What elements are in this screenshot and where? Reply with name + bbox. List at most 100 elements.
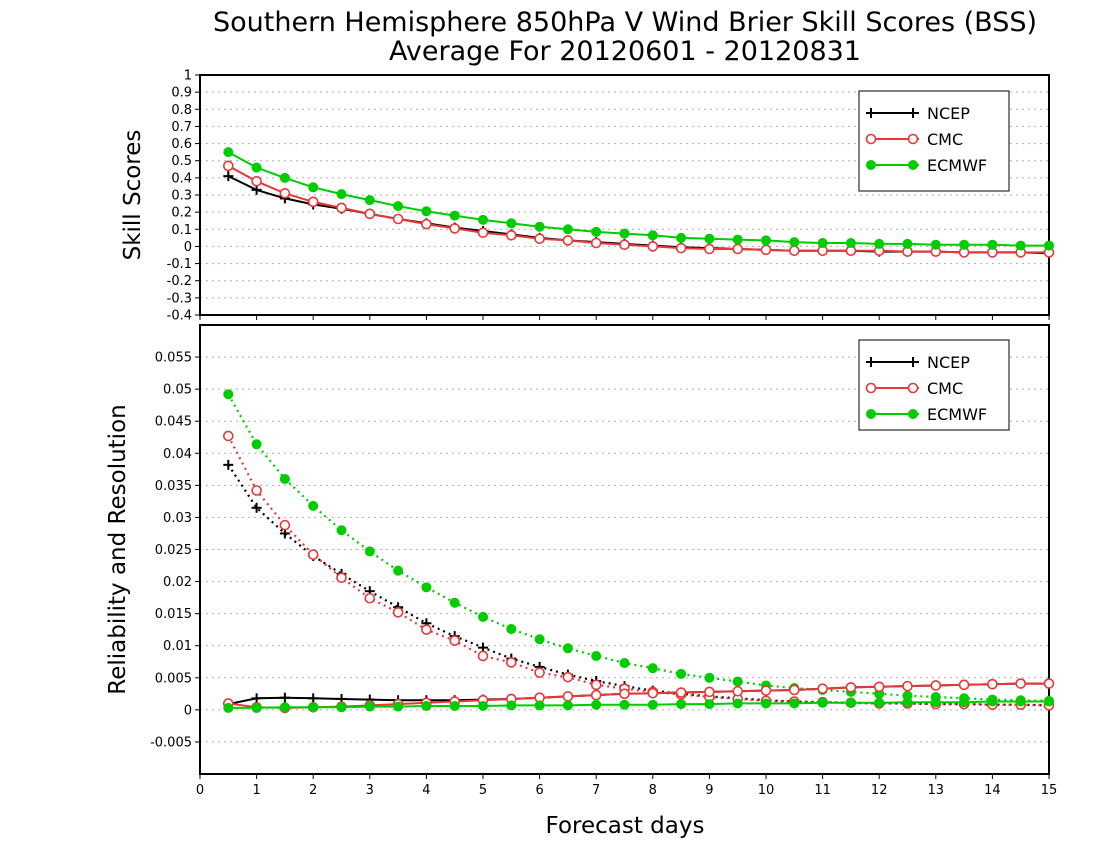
data-point-cmc bbox=[505, 229, 517, 241]
plot-frame bbox=[199, 324, 1050, 775]
data-point-ecmwf bbox=[845, 238, 856, 248]
data-point-ecmwf bbox=[308, 182, 319, 193]
data-point-cmc bbox=[336, 202, 347, 214]
y-tick-label: 0.04 bbox=[163, 447, 192, 462]
data-point-ecmwf bbox=[478, 214, 488, 225]
x-tick-label: 12 bbox=[871, 783, 888, 798]
data-point-ecmwf bbox=[449, 210, 460, 221]
legend-marker bbox=[866, 160, 876, 170]
data-point-cmc bbox=[760, 685, 772, 696]
y-axis-label: Skill Scores bbox=[120, 130, 146, 261]
data-point-ecmwf bbox=[562, 224, 573, 235]
data-point-cmc bbox=[1043, 678, 1055, 689]
x-tick-label: 5 bbox=[479, 783, 487, 798]
data-point-cmc bbox=[590, 689, 602, 701]
legend-entry: ECMWF bbox=[927, 405, 987, 424]
data-point-ecmwf bbox=[647, 663, 658, 674]
data-point-ecmwf bbox=[223, 389, 234, 400]
y-tick-label: -0.4 bbox=[167, 309, 192, 324]
data-point-ecmwf bbox=[308, 500, 319, 511]
data-point-ecmwf bbox=[761, 698, 771, 709]
legend-marker bbox=[865, 133, 877, 145]
data-point-ecmwf bbox=[704, 233, 715, 244]
y-tick-label: 0.7 bbox=[171, 120, 192, 135]
y-tick-label: 0.3 bbox=[171, 189, 192, 204]
data-point-ecmwf bbox=[704, 699, 715, 710]
data-point-ecmwf bbox=[817, 238, 828, 248]
data-point-ecmwf bbox=[676, 668, 687, 679]
data-point-cmc bbox=[845, 682, 857, 693]
data-point-ecmwf bbox=[279, 473, 290, 484]
x-tick-label: 15 bbox=[1041, 783, 1058, 798]
data-point-ecmwf bbox=[789, 698, 800, 709]
data-point-ecmwf bbox=[562, 643, 573, 654]
data-point-cmc bbox=[421, 218, 432, 230]
x-tick-label: 8 bbox=[649, 783, 657, 798]
data-point-ecmwf bbox=[393, 201, 404, 212]
y-tick-label: -0.005 bbox=[150, 735, 192, 750]
y-tick-label: 0.01 bbox=[163, 639, 192, 654]
data-point-cmc bbox=[704, 243, 715, 255]
data-point-cmc bbox=[562, 235, 574, 246]
data-point-cmc bbox=[534, 667, 545, 678]
data-point-cmc bbox=[1015, 678, 1027, 689]
data-point-cmc bbox=[590, 237, 602, 249]
data-point-cmc bbox=[279, 519, 291, 531]
data-point-ecmwf bbox=[874, 697, 885, 708]
data-point-cmc bbox=[788, 684, 800, 696]
data-point-ecmwf bbox=[704, 672, 715, 683]
data-point-ecmwf bbox=[902, 697, 913, 708]
legend-entry: CMC bbox=[927, 379, 963, 398]
data-point-ecmwf bbox=[647, 699, 658, 710]
chart-subtitle: Average For 20120601 - 20120831 bbox=[389, 36, 861, 67]
data-point-ecmwf bbox=[1044, 240, 1054, 251]
data-point-ecmwf bbox=[478, 701, 488, 712]
data-point-cmc bbox=[732, 685, 744, 697]
data-point-ecmwf bbox=[336, 189, 347, 200]
plot-frame bbox=[199, 74, 1050, 316]
x-tick-label: 11 bbox=[814, 783, 831, 798]
y-tick-label: 1 bbox=[184, 69, 192, 84]
data-point-ecmwf bbox=[279, 702, 290, 713]
x-tick-label: 10 bbox=[758, 783, 775, 798]
legend-marker bbox=[908, 160, 918, 170]
data-point-cmc bbox=[449, 223, 461, 234]
legend-marker bbox=[907, 382, 919, 394]
data-point-ncep bbox=[251, 502, 262, 513]
data-point-ecmwf bbox=[1015, 240, 1026, 251]
data-point-cmc bbox=[760, 244, 772, 256]
data-point-ecmwf bbox=[449, 701, 460, 712]
y-tick-label: 0.8 bbox=[171, 103, 192, 118]
data-point-ecmwf bbox=[619, 658, 630, 669]
x-axis-label: Forecast days bbox=[546, 813, 705, 839]
data-point-cmc bbox=[449, 635, 461, 646]
data-point-ecmwf bbox=[987, 239, 998, 250]
data-point-ecmwf bbox=[732, 698, 743, 709]
data-point-cmc bbox=[958, 679, 970, 691]
data-point-cmc bbox=[987, 678, 998, 690]
x-tick-label: 3 bbox=[366, 783, 374, 798]
series-line-ncep-resolution bbox=[227, 464, 1050, 707]
data-point-cmc bbox=[704, 686, 715, 698]
data-point-cmc bbox=[392, 213, 404, 225]
legend-marker bbox=[908, 409, 918, 419]
y-tick-label: 0.9 bbox=[171, 86, 192, 101]
y-tick-label: 0.5 bbox=[171, 154, 192, 169]
data-point-ecmwf bbox=[761, 235, 771, 246]
data-point-ecmwf bbox=[449, 597, 460, 608]
data-point-ecmwf bbox=[959, 697, 970, 708]
series-line-cmc-resolution bbox=[227, 435, 1050, 707]
data-point-cmc bbox=[590, 679, 602, 691]
data-point-ecmwf bbox=[393, 565, 404, 576]
series-line-ecmwf-resolution bbox=[227, 393, 1050, 702]
x-tick-label: 2 bbox=[309, 783, 317, 798]
data-point-cmc bbox=[364, 592, 376, 604]
data-point-cmc bbox=[477, 650, 489, 662]
x-tick-label: 9 bbox=[705, 783, 713, 798]
y-tick-label: 0.035 bbox=[155, 479, 192, 494]
data-point-ecmwf bbox=[930, 697, 941, 708]
y-tick-label: 0.015 bbox=[155, 607, 192, 622]
data-point-cmc bbox=[534, 233, 545, 245]
data-point-cmc bbox=[732, 243, 744, 255]
